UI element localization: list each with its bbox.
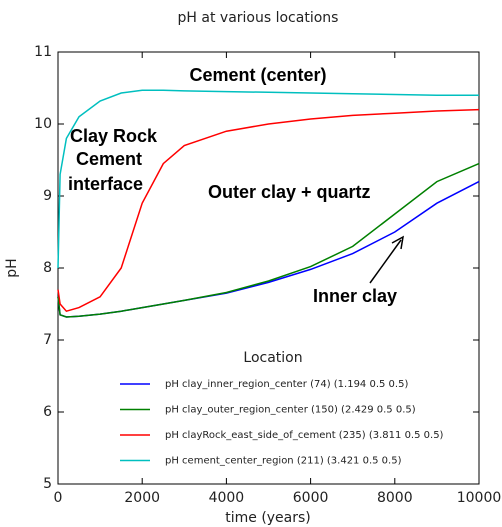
x-tick-label: 10000 [457,490,502,506]
y-tick-label: 8 [43,260,52,276]
arrow-shaft [369,239,402,284]
series-line [57,180,480,318]
y-tick-label: 10 [34,116,52,132]
series-line [57,162,480,318]
annotation: Outer clay + quartz [208,182,371,202]
y-tick-label: 11 [34,44,52,60]
y-axis-label: pH [4,258,20,277]
x-tick-label: 2000 [124,490,160,506]
legend-label: pH clay_inner_region_center (74) (1.194 … [165,379,408,390]
legend-label: pH clayRock_east_side_of_cement (235) (3… [165,430,444,441]
annotation: Cement [76,149,142,169]
x-axis-label: time (years) [225,510,311,526]
legend-title: Location [243,350,302,366]
annotation: interface [68,174,143,194]
y-tick-label: 7 [43,332,52,348]
y-tick-label: 9 [43,188,52,204]
y-tick-label: 6 [43,404,52,420]
x-tick-label: 4000 [209,490,245,506]
series-line [57,89,479,269]
chart-title: pH at various locations [178,10,339,26]
x-tick-label: 8000 [377,490,413,506]
series-line [57,108,480,313]
x-tick-label: 0 [54,490,63,506]
x-tick-label: 6000 [293,490,329,506]
annotation: Clay Rock [70,126,158,146]
legend-label: pH clay_outer_region_center (150) (2.429… [165,405,416,416]
annotation: Cement (center) [189,65,326,85]
y-tick-label: 5 [43,476,52,492]
legend-label: pH cement_center_region (211) (3.421 0.5… [165,456,402,467]
arrow-head [391,235,404,250]
annotation: Inner clay [313,286,397,306]
